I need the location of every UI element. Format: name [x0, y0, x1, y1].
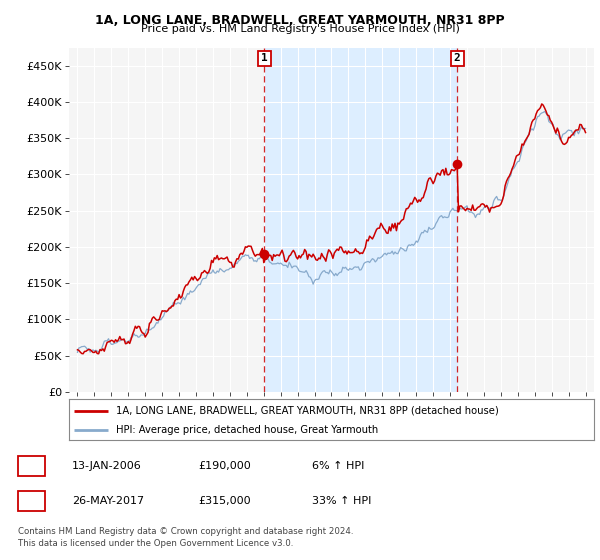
FancyBboxPatch shape	[451, 51, 464, 66]
Bar	[265, 48, 457, 392]
Text: Contains HM Land Registry data © Crown copyright and database right 2024.: Contains HM Land Registry data © Crown c…	[18, 528, 353, 536]
Text: Price paid vs. HM Land Registry's House Price Index (HPI): Price paid vs. HM Land Registry's House …	[140, 24, 460, 34]
Text: 1: 1	[261, 53, 268, 63]
Text: 26-MAY-2017: 26-MAY-2017	[72, 496, 144, 506]
Text: 2: 2	[454, 53, 461, 63]
Text: 1: 1	[28, 459, 35, 473]
Text: £315,000: £315,000	[198, 496, 251, 506]
Text: 1A, LONG LANE, BRADWELL, GREAT YARMOUTH, NR31 8PP (detached house): 1A, LONG LANE, BRADWELL, GREAT YARMOUTH,…	[116, 405, 499, 416]
Text: 1A, LONG LANE, BRADWELL, GREAT YARMOUTH, NR31 8PP: 1A, LONG LANE, BRADWELL, GREAT YARMOUTH,…	[95, 14, 505, 27]
Text: £190,000: £190,000	[198, 461, 251, 471]
FancyBboxPatch shape	[258, 51, 271, 66]
Text: 6% ↑ HPI: 6% ↑ HPI	[312, 461, 364, 471]
Text: HPI: Average price, detached house, Great Yarmouth: HPI: Average price, detached house, Grea…	[116, 424, 379, 435]
Text: 13-JAN-2006: 13-JAN-2006	[72, 461, 142, 471]
Text: 33% ↑ HPI: 33% ↑ HPI	[312, 496, 371, 506]
Text: This data is licensed under the Open Government Licence v3.0.: This data is licensed under the Open Gov…	[18, 539, 293, 548]
Text: 2: 2	[28, 494, 35, 508]
